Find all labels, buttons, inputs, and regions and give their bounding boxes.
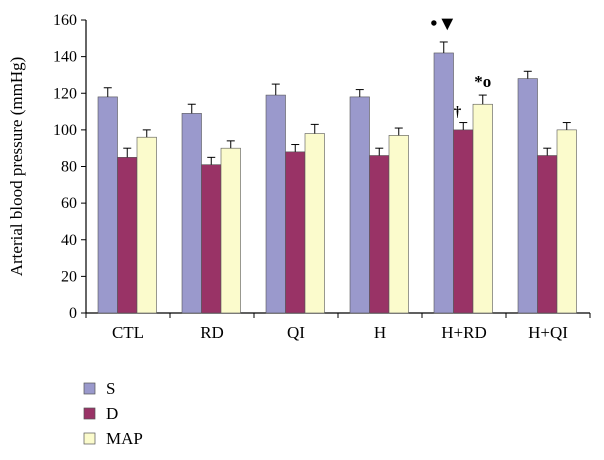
bar-map-h	[388, 135, 409, 314]
x-tick-label-ctl: CTL	[112, 323, 144, 342]
y-tick-label: 60	[61, 195, 77, 212]
legend-label-d: D	[106, 404, 118, 423]
annotation-map-h-rd: *o	[474, 72, 491, 91]
x-tick-label-qi: QI	[287, 323, 305, 342]
y-tick-label: 140	[53, 49, 77, 66]
legend-label-s: S	[106, 379, 115, 398]
bar-d-qi	[285, 151, 306, 314]
bar-map-ctl	[136, 136, 157, 314]
x-tick-label-h: H	[374, 323, 386, 342]
legend-swatch-d	[83, 407, 96, 420]
legend-swatch-s	[83, 382, 96, 395]
bar-map-h-qi	[556, 129, 577, 314]
y-tick-label: 20	[61, 268, 77, 285]
annotation-d-h-rd: †	[454, 105, 462, 121]
x-tick-label-h-qi: H+QI	[528, 323, 568, 342]
y-tick-label: 100	[53, 122, 77, 139]
bar-s-ctl	[97, 96, 118, 314]
y-tick-label: 40	[61, 232, 77, 249]
y-tick-label: 80	[61, 159, 77, 176]
x-tick-label-rd: RD	[200, 323, 224, 342]
bar-s-h-rd	[433, 52, 454, 314]
legend-swatch-map	[83, 432, 96, 445]
bar-d-h	[369, 155, 390, 314]
bar-d-h-rd	[453, 129, 474, 314]
legend-label-map: MAP	[106, 429, 143, 448]
bar-s-h-qi	[517, 78, 538, 314]
y-tick-label: 0	[69, 305, 77, 322]
y-tick-label: 160	[53, 12, 77, 29]
bar-s-h	[349, 96, 370, 314]
bar-map-h-rd	[472, 103, 493, 314]
bar-s-rd	[181, 113, 202, 314]
y-axis-label: Arterial blood pressure (mmHg)	[7, 57, 26, 277]
bar-d-h-qi	[537, 155, 558, 314]
bar-map-rd	[220, 147, 241, 314]
bar-d-rd	[201, 164, 222, 314]
bar-map-qi	[304, 133, 325, 314]
bar-s-qi	[265, 94, 286, 314]
x-tick-label-h-rd: H+RD	[441, 323, 486, 342]
bar-d-ctl	[117, 157, 138, 314]
y-tick-label: 120	[53, 85, 77, 102]
annotation-s-h-rd: •▼	[430, 13, 457, 35]
